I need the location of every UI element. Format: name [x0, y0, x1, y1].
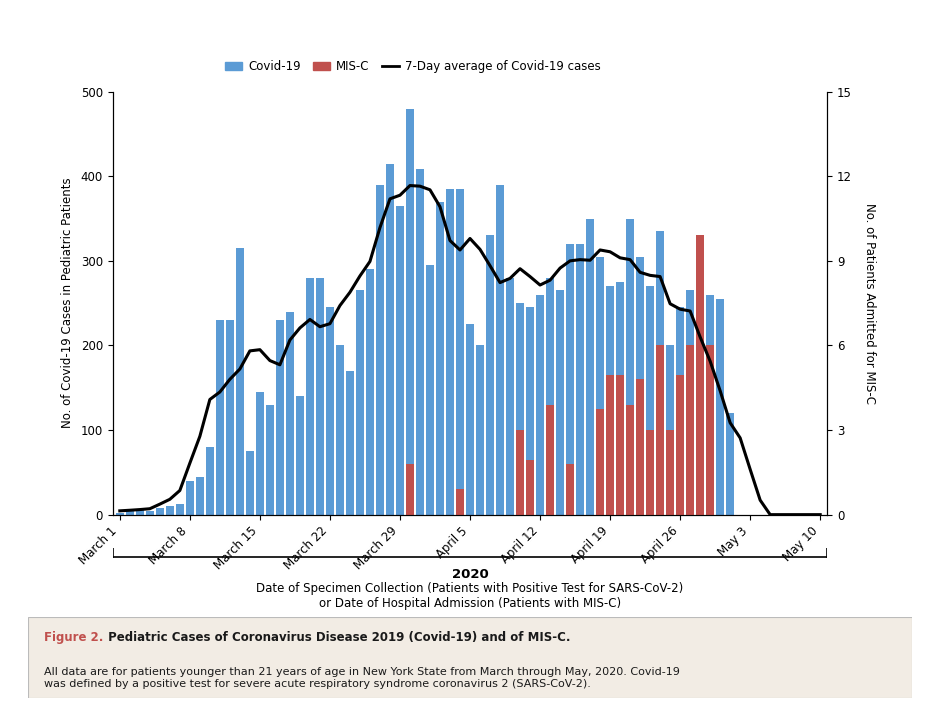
Bar: [686, 290, 695, 515]
Bar: [706, 295, 714, 515]
Bar: [135, 509, 144, 515]
Bar: [146, 511, 154, 515]
Y-axis label: No. of Patients Admitted for MIS-C: No. of Patients Admitted for MIS-C: [863, 202, 876, 404]
Bar: [406, 109, 415, 515]
Bar: [566, 464, 574, 515]
Bar: [546, 405, 555, 515]
Bar: [456, 489, 464, 515]
Bar: [616, 282, 624, 515]
Bar: [716, 299, 725, 515]
Legend: Covid-19, MIS-C, 7-Day average of Covid-19 cases: Covid-19, MIS-C, 7-Day average of Covid-…: [220, 55, 605, 78]
Bar: [556, 290, 564, 515]
Bar: [646, 286, 654, 515]
Bar: [116, 513, 124, 515]
Bar: [706, 345, 714, 515]
Bar: [406, 464, 415, 515]
Bar: [596, 257, 604, 515]
Bar: [446, 189, 454, 515]
Bar: [635, 257, 644, 515]
Bar: [586, 219, 594, 515]
Bar: [676, 307, 684, 515]
Bar: [415, 169, 424, 515]
Bar: [176, 503, 184, 515]
Bar: [616, 375, 624, 515]
Bar: [596, 409, 604, 515]
Bar: [696, 235, 704, 515]
Bar: [516, 430, 525, 515]
Bar: [696, 409, 704, 515]
Bar: [666, 430, 674, 515]
Text: All data are for patients younger than 21 years of age in New York State from Ma: All data are for patients younger than 2…: [44, 667, 680, 689]
Bar: [226, 320, 234, 515]
Y-axis label: No. of Covid-19 Cases in Pediatric Patients: No. of Covid-19 Cases in Pediatric Patie…: [61, 178, 74, 429]
Bar: [626, 405, 635, 515]
Bar: [165, 506, 174, 515]
Bar: [495, 185, 504, 515]
Bar: [236, 248, 244, 515]
Bar: [605, 286, 615, 515]
Bar: [516, 303, 525, 515]
Bar: [666, 345, 674, 515]
Bar: [605, 375, 615, 515]
Bar: [275, 320, 284, 515]
Bar: [266, 405, 274, 515]
Bar: [646, 430, 654, 515]
Bar: [566, 244, 574, 515]
Bar: [245, 451, 254, 515]
Bar: [656, 345, 665, 515]
Text: Date of Specimen Collection (Patients with Positive Test for SARS-CoV-2)
or Date: Date of Specimen Collection (Patients wi…: [257, 582, 683, 610]
Bar: [355, 290, 364, 515]
Bar: [536, 295, 544, 515]
Bar: [576, 244, 585, 515]
Bar: [376, 185, 384, 515]
Bar: [215, 320, 224, 515]
Bar: [546, 278, 555, 515]
Bar: [396, 206, 404, 515]
Bar: [635, 379, 644, 515]
Bar: [676, 375, 684, 515]
Bar: [686, 345, 695, 515]
Bar: [476, 345, 484, 515]
Bar: [185, 481, 194, 515]
Bar: [385, 164, 394, 515]
Bar: [456, 189, 464, 515]
Bar: [626, 219, 635, 515]
Text: Figure 2.: Figure 2.: [44, 632, 103, 644]
Bar: [336, 345, 344, 515]
Bar: [206, 447, 214, 515]
Bar: [656, 231, 665, 515]
Bar: [325, 307, 335, 515]
Bar: [525, 307, 534, 515]
Bar: [525, 460, 534, 515]
FancyBboxPatch shape: [28, 617, 912, 698]
Bar: [286, 312, 294, 515]
Bar: [316, 278, 324, 515]
Text: 2020: 2020: [451, 568, 489, 580]
Bar: [436, 202, 445, 515]
Bar: [296, 396, 305, 515]
Bar: [256, 392, 264, 515]
Bar: [486, 235, 494, 515]
Text: Pediatric Cases of Coronavirus Disease 2019 (Covid-19) and of MIS-C.: Pediatric Cases of Coronavirus Disease 2…: [104, 632, 571, 644]
Bar: [346, 371, 354, 515]
Bar: [196, 477, 204, 515]
Bar: [726, 413, 734, 515]
Bar: [506, 278, 514, 515]
Bar: [306, 278, 314, 515]
Bar: [366, 269, 374, 515]
Bar: [126, 510, 134, 515]
Bar: [426, 265, 434, 515]
Bar: [156, 508, 164, 515]
Bar: [465, 324, 475, 515]
